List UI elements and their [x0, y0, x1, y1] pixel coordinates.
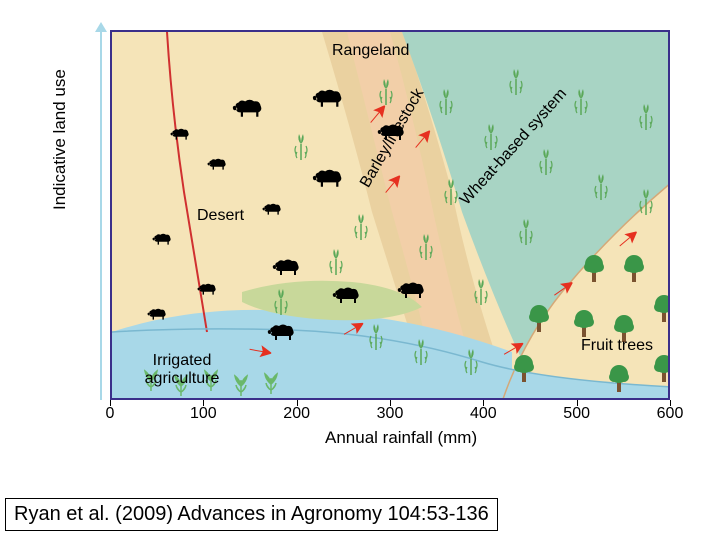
y-axis-arrow [100, 30, 102, 400]
zone-label-barley: Barley/livestock [357, 86, 428, 191]
x-tick-label: 300 [370, 405, 410, 423]
x-tick-label: 400 [463, 405, 503, 423]
x-tick-label: 600 [650, 405, 690, 423]
chart-container: Rangeland Desert Barley/livestock Wheat-bas… [60, 20, 680, 450]
x-tick-label: 100 [183, 405, 223, 423]
zone-label-irrigated: Irrigated agriculture [137, 352, 227, 388]
zone-label-desert: Desert [197, 207, 244, 225]
citation: Ryan et al. (2009) Advances in Agronomy … [5, 498, 498, 531]
x-tick-label: 200 [277, 405, 317, 423]
zone-label-wheat: Wheat-based system [457, 85, 571, 209]
label-layer: Rangeland Desert Barley/livestock Wheat-bas… [112, 32, 668, 398]
x-tick-label: 0 [90, 405, 130, 423]
plot-area: Rangeland Desert Barley/livestock Wheat-bas… [110, 30, 670, 400]
zone-label-fruit: Fruit trees [572, 337, 662, 355]
x-axis-label: Annual rainfall (mm) [325, 428, 477, 448]
zone-label-rangeland: Rangeland [332, 42, 409, 60]
x-tick-label: 500 [557, 405, 597, 423]
y-axis-label: Indicative land use [50, 69, 70, 210]
